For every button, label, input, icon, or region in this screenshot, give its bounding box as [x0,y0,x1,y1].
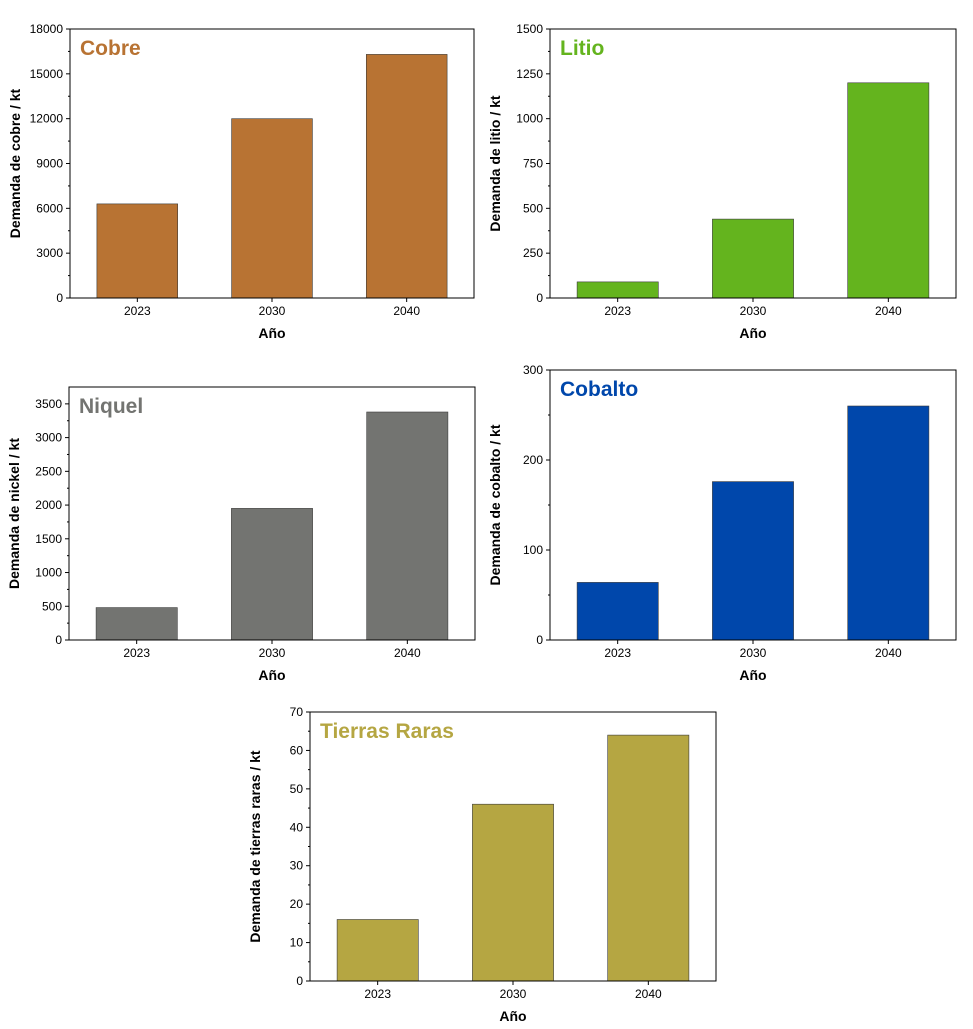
bar-niquel-2030 [231,508,313,641]
x-tick-label-cobalto-2030: 2030 [740,646,767,660]
x-tick-label-niquel-2023: 2023 [123,646,150,660]
bar-cobalto-2030 [712,481,794,641]
y-tick-label-cobalto-200: 200 [523,453,543,467]
y-axis-title-tierras-raras: Demanda de tierras raras / kt [247,750,263,943]
y-tick-label-cobalto-100: 100 [523,543,543,557]
y-tick-label-cobre-6000: 6000 [36,201,63,215]
x-axis-title-cobre: Año [258,325,285,341]
plot-frame-tierras-raras [309,711,717,982]
bar-cobre-2023 [96,203,179,299]
y-tick-label-cobre-18000: 18000 [30,22,64,36]
plot-frame-niquel [68,386,476,641]
y-tick-label-niquel-0: 0 [55,633,62,647]
y-axis-title-cobre: Demanda de cobre / kt [7,88,23,238]
y-axis-title-cobalto: Demanda de cobalto / kt [487,424,503,585]
bar-niquel-2023 [95,607,178,641]
y-tick-label-cobalto-0: 0 [536,633,543,647]
y-tick-label-litio-1000: 1000 [516,112,543,126]
y-tick-label-cobre-3000: 3000 [36,246,63,260]
x-tick-label-cobre-2023: 2023 [124,304,151,318]
x-tick-label-litio-2023: 2023 [604,304,631,318]
y-tick-label-litio-1500: 1500 [516,22,543,36]
plot-frame-litio [549,28,957,299]
y-tick-label-litio-0: 0 [536,291,543,305]
y-tick-label-litio-250: 250 [523,246,543,260]
chart-panel-litio: 2023 2030 2040 0 250 500 750 1000 1250 1500 Litio A… [487,22,957,341]
y-tick-label-cobre-15000: 15000 [30,67,64,81]
x-tick-label-tierras-raras-2023: 2023 [364,987,391,1001]
x-tick-label-niquel-2030: 2030 [259,646,286,660]
y-tick-label-niquel-1000: 1000 [35,566,62,580]
bar-litio-2030 [712,218,794,299]
bar-litio-2023 [576,281,659,299]
y-tick-label-cobre-9000: 9000 [36,157,63,171]
y-tick-label-tierras-raras-10: 10 [290,936,304,950]
x-tick-label-cobre-2030: 2030 [259,304,286,318]
bar-cobre-2030 [231,118,313,299]
y-axis-title-niquel: Demanda de nickel / kt [6,438,22,589]
x-axis-title-litio: Año [739,325,766,341]
bar-litio-2040 [847,82,930,299]
y-tick-label-niquel-500: 500 [42,599,62,613]
chart-panel-cobalto: 2023 2030 2040 0 100 200 300 Cobalto Año Demanda … [487,363,957,683]
panel-title-tierras-raras: Tierras Raras [320,720,454,743]
bar-niquel-2040 [366,411,449,641]
x-tick-label-cobre-2040: 2040 [393,304,420,318]
panel-title-cobre: Cobre [80,37,141,60]
y-tick-label-litio-1250: 1250 [516,67,543,81]
chart-panel-niquel: 2023 2030 2040 0 500 1000 1500 2000 2500 3000 3500… [6,386,476,683]
y-tick-label-niquel-2500: 2500 [35,464,62,478]
panel-title-niquel: Niquel [79,395,143,418]
y-tick-label-litio-750: 750 [523,157,543,171]
plot-frame-cobalto [549,369,957,641]
bar-cobalto-2040 [847,405,930,641]
y-axis-title-litio: Demanda de litio / kt [487,95,503,231]
chart-panel-cobre: 2023 2030 2040 0 3000 6000 9000 12000 15000 18000… [7,22,475,341]
bar-cobalto-2023 [576,582,659,641]
x-tick-label-tierras-raras-2030: 2030 [500,987,527,1001]
plot-frame-cobre [69,28,475,299]
x-axis-title-niquel: Año [258,667,285,683]
y-tick-label-cobre-12000: 12000 [30,112,64,126]
y-tick-label-niquel-1500: 1500 [35,532,62,546]
y-tick-label-tierras-raras-60: 60 [290,743,304,757]
y-tick-label-niquel-3500: 3500 [35,397,62,411]
x-tick-label-niquel-2040: 2040 [394,646,421,660]
panel-title-litio: Litio [560,37,604,60]
y-tick-label-cobre-0: 0 [56,291,63,305]
bar-tierras-raras-2030 [472,803,554,982]
y-tick-label-tierras-raras-20: 20 [290,897,304,911]
x-axis-title-cobalto: Año [739,667,766,683]
y-tick-label-tierras-raras-40: 40 [290,820,304,834]
x-tick-label-cobalto-2040: 2040 [875,646,902,660]
x-axis-title-tierras-raras: Año [499,1008,526,1024]
x-tick-label-tierras-raras-2040: 2040 [635,987,662,1001]
y-tick-label-tierras-raras-0: 0 [296,974,303,988]
y-tick-label-litio-500: 500 [523,201,543,215]
bar-tierras-raras-2040 [607,734,690,982]
bar-tierras-raras-2023 [336,919,419,982]
y-tick-label-tierras-raras-70: 70 [290,705,304,719]
y-tick-label-cobalto-300: 300 [523,363,543,377]
x-tick-label-litio-2030: 2030 [740,304,767,318]
y-tick-label-niquel-2000: 2000 [35,498,62,512]
panel-title-cobalto: Cobalto [560,378,638,401]
x-tick-label-litio-2040: 2040 [875,304,902,318]
bar-cobre-2040 [365,54,448,299]
y-tick-label-tierras-raras-30: 30 [290,859,304,873]
x-tick-label-cobalto-2023: 2023 [604,646,631,660]
y-tick-label-tierras-raras-50: 50 [290,782,304,796]
y-tick-label-niquel-3000: 3000 [35,431,62,445]
